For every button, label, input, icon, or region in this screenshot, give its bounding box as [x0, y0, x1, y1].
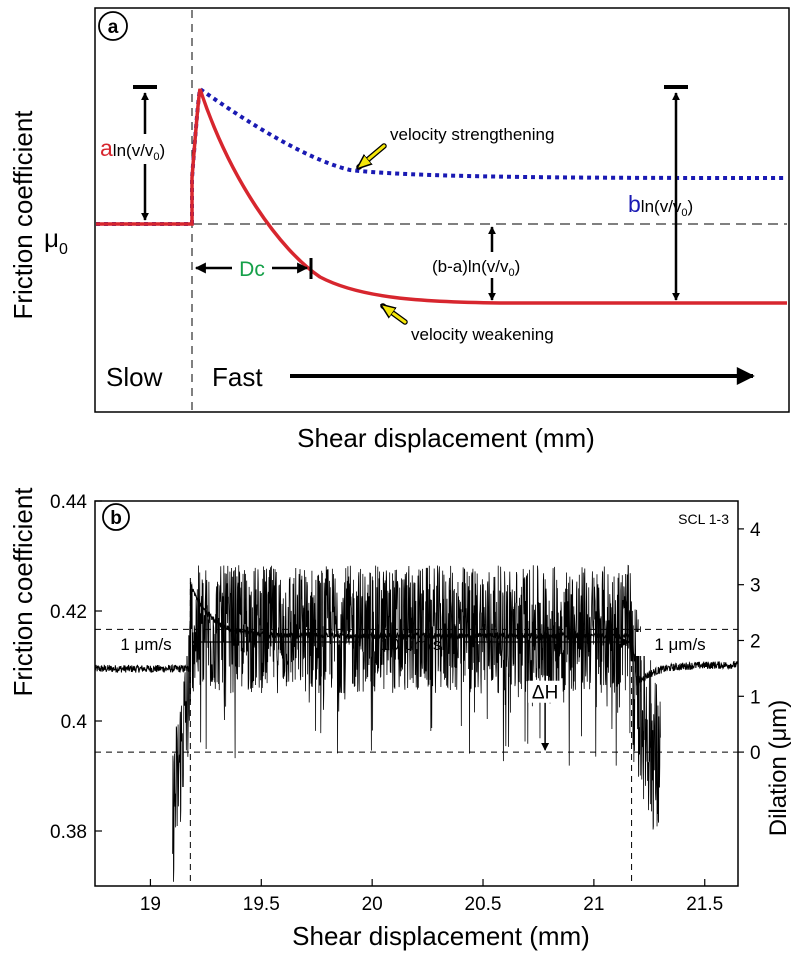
- dc-label: Dc: [239, 258, 265, 281]
- panel-a-ylabel: Friction coefficient: [8, 110, 38, 320]
- slow-rate-left-bg: [100, 632, 188, 656]
- y-tick-label-3: 0.38: [50, 822, 87, 843]
- slow-rate-right-bg: [636, 632, 724, 656]
- y-tick-label-0: 0.44: [50, 492, 87, 513]
- slow-rate-right-label: 1 μm/s: [654, 635, 705, 654]
- y-tick-label-1: 0.42: [50, 602, 87, 623]
- panel-a-badge-letter: a: [108, 17, 119, 38]
- x-tick-label-1: 19.5: [243, 894, 280, 915]
- panel-b-y2label: Dilation (μm): [765, 700, 792, 837]
- mu0-symbol: μ0: [44, 223, 68, 258]
- delta-h-bg: [528, 680, 563, 703]
- panel-a-frame: [94, 7, 790, 413]
- slow-label: Slow: [106, 362, 163, 392]
- strengthening-pointer: [359, 144, 386, 167]
- panel-b-badge-letter: b: [110, 508, 122, 529]
- panel-b-reference-lines: [95, 578, 738, 886]
- fast-label: Fast: [212, 362, 263, 392]
- panel-a-badge: [98, 11, 128, 41]
- y2-tick-label-2: 2: [750, 631, 761, 652]
- panel-a: a Friction coefficient Shear displacemen…: [8, 7, 790, 453]
- velocity-weakening-label: velocity weakening: [411, 325, 554, 344]
- x-tick-label-5: 21.5: [686, 894, 723, 915]
- velocity-strengthening-label: velocity strengthening: [390, 125, 554, 144]
- velocity-strengthening-curve: [96, 85, 788, 226]
- delta-h-label: ΔH: [532, 683, 558, 704]
- y2-tick-label-0: 4: [750, 520, 761, 541]
- y2-tick-label-1: 3: [750, 576, 761, 597]
- a-term-label: aln(v/v0): [100, 135, 165, 163]
- sample-label: SCL 1-3: [678, 511, 729, 527]
- panel-b-badge: [102, 503, 130, 531]
- fast-rate-label: 10 μm/s: [381, 635, 442, 654]
- velocity-weakening-curve: [96, 88, 787, 305]
- b-term-label: bln(v/v0): [628, 191, 693, 219]
- dc-bg: [232, 254, 272, 282]
- panel-b: b SCL 1-3 Friction coefficient Dilation …: [8, 487, 792, 951]
- panel-b-ylabel: Friction coefficient: [8, 487, 38, 697]
- panel-b-xlabel: Shear displacement (mm): [292, 921, 590, 951]
- slow-rate-left-label: 1 μm/s: [120, 635, 171, 654]
- y2-tick-label-3: 1: [750, 687, 761, 708]
- x-tick-label-0: 19: [140, 894, 161, 915]
- x-tick-label-3: 20.5: [465, 894, 502, 915]
- y-tick-label-2: 0.4: [61, 712, 88, 733]
- panel-b-frame: [94, 500, 739, 887]
- a-term-bg: [98, 134, 186, 164]
- panel-a-xlabel: Shear displacement (mm): [297, 423, 595, 453]
- panel-b-annotations: 1 μm/s 1 μm/s 10 μm/s ΔH: [100, 630, 724, 751]
- y2-tick-label-4: 0: [750, 743, 761, 764]
- x-tick-label-4: 21: [583, 894, 604, 915]
- weakening-pointer: [383, 306, 407, 324]
- dilation-trace: [172, 564, 661, 882]
- ba-term-bg: [430, 252, 556, 278]
- x-tick-label-2: 20: [362, 894, 383, 915]
- ba-term-label: (b-a)ln(v/v0): [432, 257, 520, 279]
